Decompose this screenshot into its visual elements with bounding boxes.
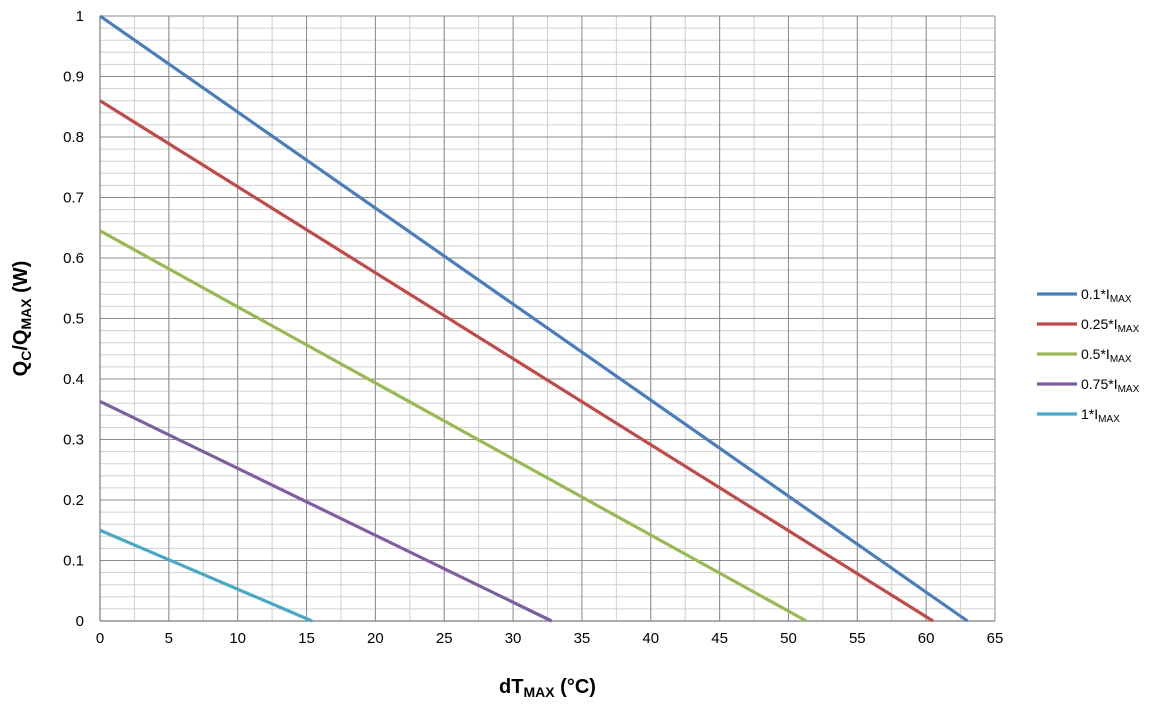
y-tick-label: 1	[76, 8, 84, 25]
y-axis-title: QC/QMAX (W)	[10, 261, 34, 377]
x-tick-label: 40	[642, 630, 659, 647]
x-tick-label: 30	[505, 630, 522, 647]
x-tick-label: 20	[367, 630, 384, 647]
y-tick-label: 0.7	[63, 190, 84, 207]
series-line-3	[99, 229, 808, 623]
legend-label-3: 0.5*IMAX	[1081, 346, 1132, 365]
x-tick-label: 0	[96, 630, 104, 647]
x-axis-title-main: dT	[499, 676, 523, 698]
x-tick-label: 10	[229, 630, 246, 647]
y-axis-title-tail: (W)	[10, 261, 32, 299]
y-tick-label: 0	[76, 613, 84, 630]
legend-label-1: 0.1*IMAX	[1081, 286, 1132, 305]
y-axis-title-q-sub: C	[18, 351, 34, 361]
legend-label-5: 1*IMAX	[1081, 406, 1120, 425]
y-axis-title-slash: /Q	[10, 330, 32, 351]
y-tick-label: 0.8	[63, 129, 84, 146]
y-tick-label: 0.9	[63, 69, 84, 86]
series-line-1	[99, 14, 969, 623]
x-axis-title-sub: MAX	[523, 684, 555, 700]
legend-label-2: 0.25*IMAX	[1081, 316, 1140, 335]
y-axis-title-q: Q	[10, 361, 32, 377]
series-line-5	[99, 528, 313, 623]
x-tick-label: 65	[987, 630, 1004, 647]
legend: 0.1*IMAX 0.25*IMAX 0.5*IMAX 0.75*IMAX 1*IMAX	[1037, 286, 1140, 425]
x-axis-title-tail: (°C)	[555, 676, 596, 698]
x-axis-ticks: 0 5 10 15 20 25 30 35 40 45 50 55 60 65	[96, 630, 1004, 647]
y-tick-label: 0.4	[63, 371, 84, 388]
x-tick-label: 45	[711, 630, 728, 647]
y-tick-label: 0.2	[63, 492, 84, 509]
y-axis-title-qmax-sub: MAX	[18, 298, 34, 330]
x-tick-label: 25	[436, 630, 453, 647]
series-line-4	[99, 399, 553, 623]
major-grid	[99, 15, 996, 622]
y-tick-label: 0.3	[63, 432, 84, 449]
y-tick-label: 0.6	[63, 250, 84, 267]
x-tick-label: 50	[780, 630, 797, 647]
x-tick-label: 55	[849, 630, 866, 647]
series-line-2	[99, 99, 934, 623]
series-lines	[99, 14, 969, 623]
x-tick-label: 60	[918, 630, 935, 647]
legend-label-4: 0.75*IMAX	[1081, 376, 1140, 395]
y-tick-label: 0.1	[63, 553, 84, 570]
x-axis-title: dTMAX (°C)	[499, 676, 596, 700]
y-axis-ticks: 0 0.1 0.2 0.3 0.4 0.5 0.6 0.7 0.8 0.9 1	[63, 8, 84, 630]
x-tick-label: 35	[574, 630, 591, 647]
y-tick-label: 0.5	[63, 311, 84, 328]
x-tick-label: 5	[165, 630, 173, 647]
x-tick-label: 15	[298, 630, 315, 647]
